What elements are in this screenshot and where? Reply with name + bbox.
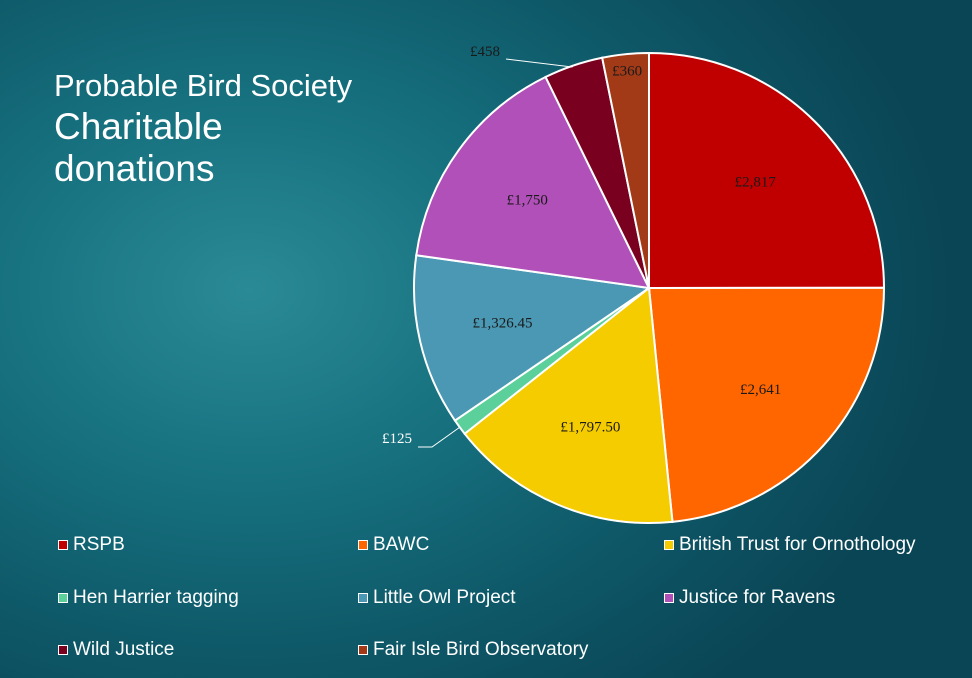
data-labels: £2,817 £2,641 £1,797.50 £125 £1,326.45 £1,750… bbox=[382, 44, 781, 447]
pie-slice-bawc bbox=[647, 286, 886, 523]
chart-subtitle: Charitable donations bbox=[54, 106, 223, 189]
data-label-justice-for-ravens: £1,750 bbox=[507, 193, 548, 209]
leader-line-wild-justice bbox=[505, 58, 574, 68]
leader-line-hen-harrier-tagging bbox=[418, 426, 460, 448]
chart-title: Probable Bird Society Charitable donatio… bbox=[54, 66, 352, 190]
leader-lines bbox=[418, 58, 574, 448]
data-label-fair-isle-bird-observatory: £360 bbox=[612, 64, 642, 80]
data-label-wild-justice: £458 bbox=[470, 44, 500, 60]
pie-slice-british-trust-for-ornothology bbox=[463, 286, 674, 524]
pie-slices bbox=[413, 51, 886, 524]
pie-slice-little-owl-project bbox=[413, 254, 652, 422]
data-label-little-owl-project: £1,326.45 bbox=[473, 315, 533, 331]
data-label-bawc: £2,641 bbox=[740, 382, 781, 398]
pie-slice-fair-isle-bird-observatory bbox=[600, 51, 650, 289]
pie-slice-rspb bbox=[648, 51, 886, 290]
pie-slice-justice-for-ravens bbox=[415, 75, 651, 290]
organization-name: Probable Bird Society bbox=[54, 68, 353, 103]
data-label-hen-harrier-tagging: £125 bbox=[382, 431, 412, 447]
data-label-british-trust-for-ornothology: £1,797.50 bbox=[560, 419, 620, 435]
data-label-rspb: £2,817 bbox=[735, 175, 777, 191]
